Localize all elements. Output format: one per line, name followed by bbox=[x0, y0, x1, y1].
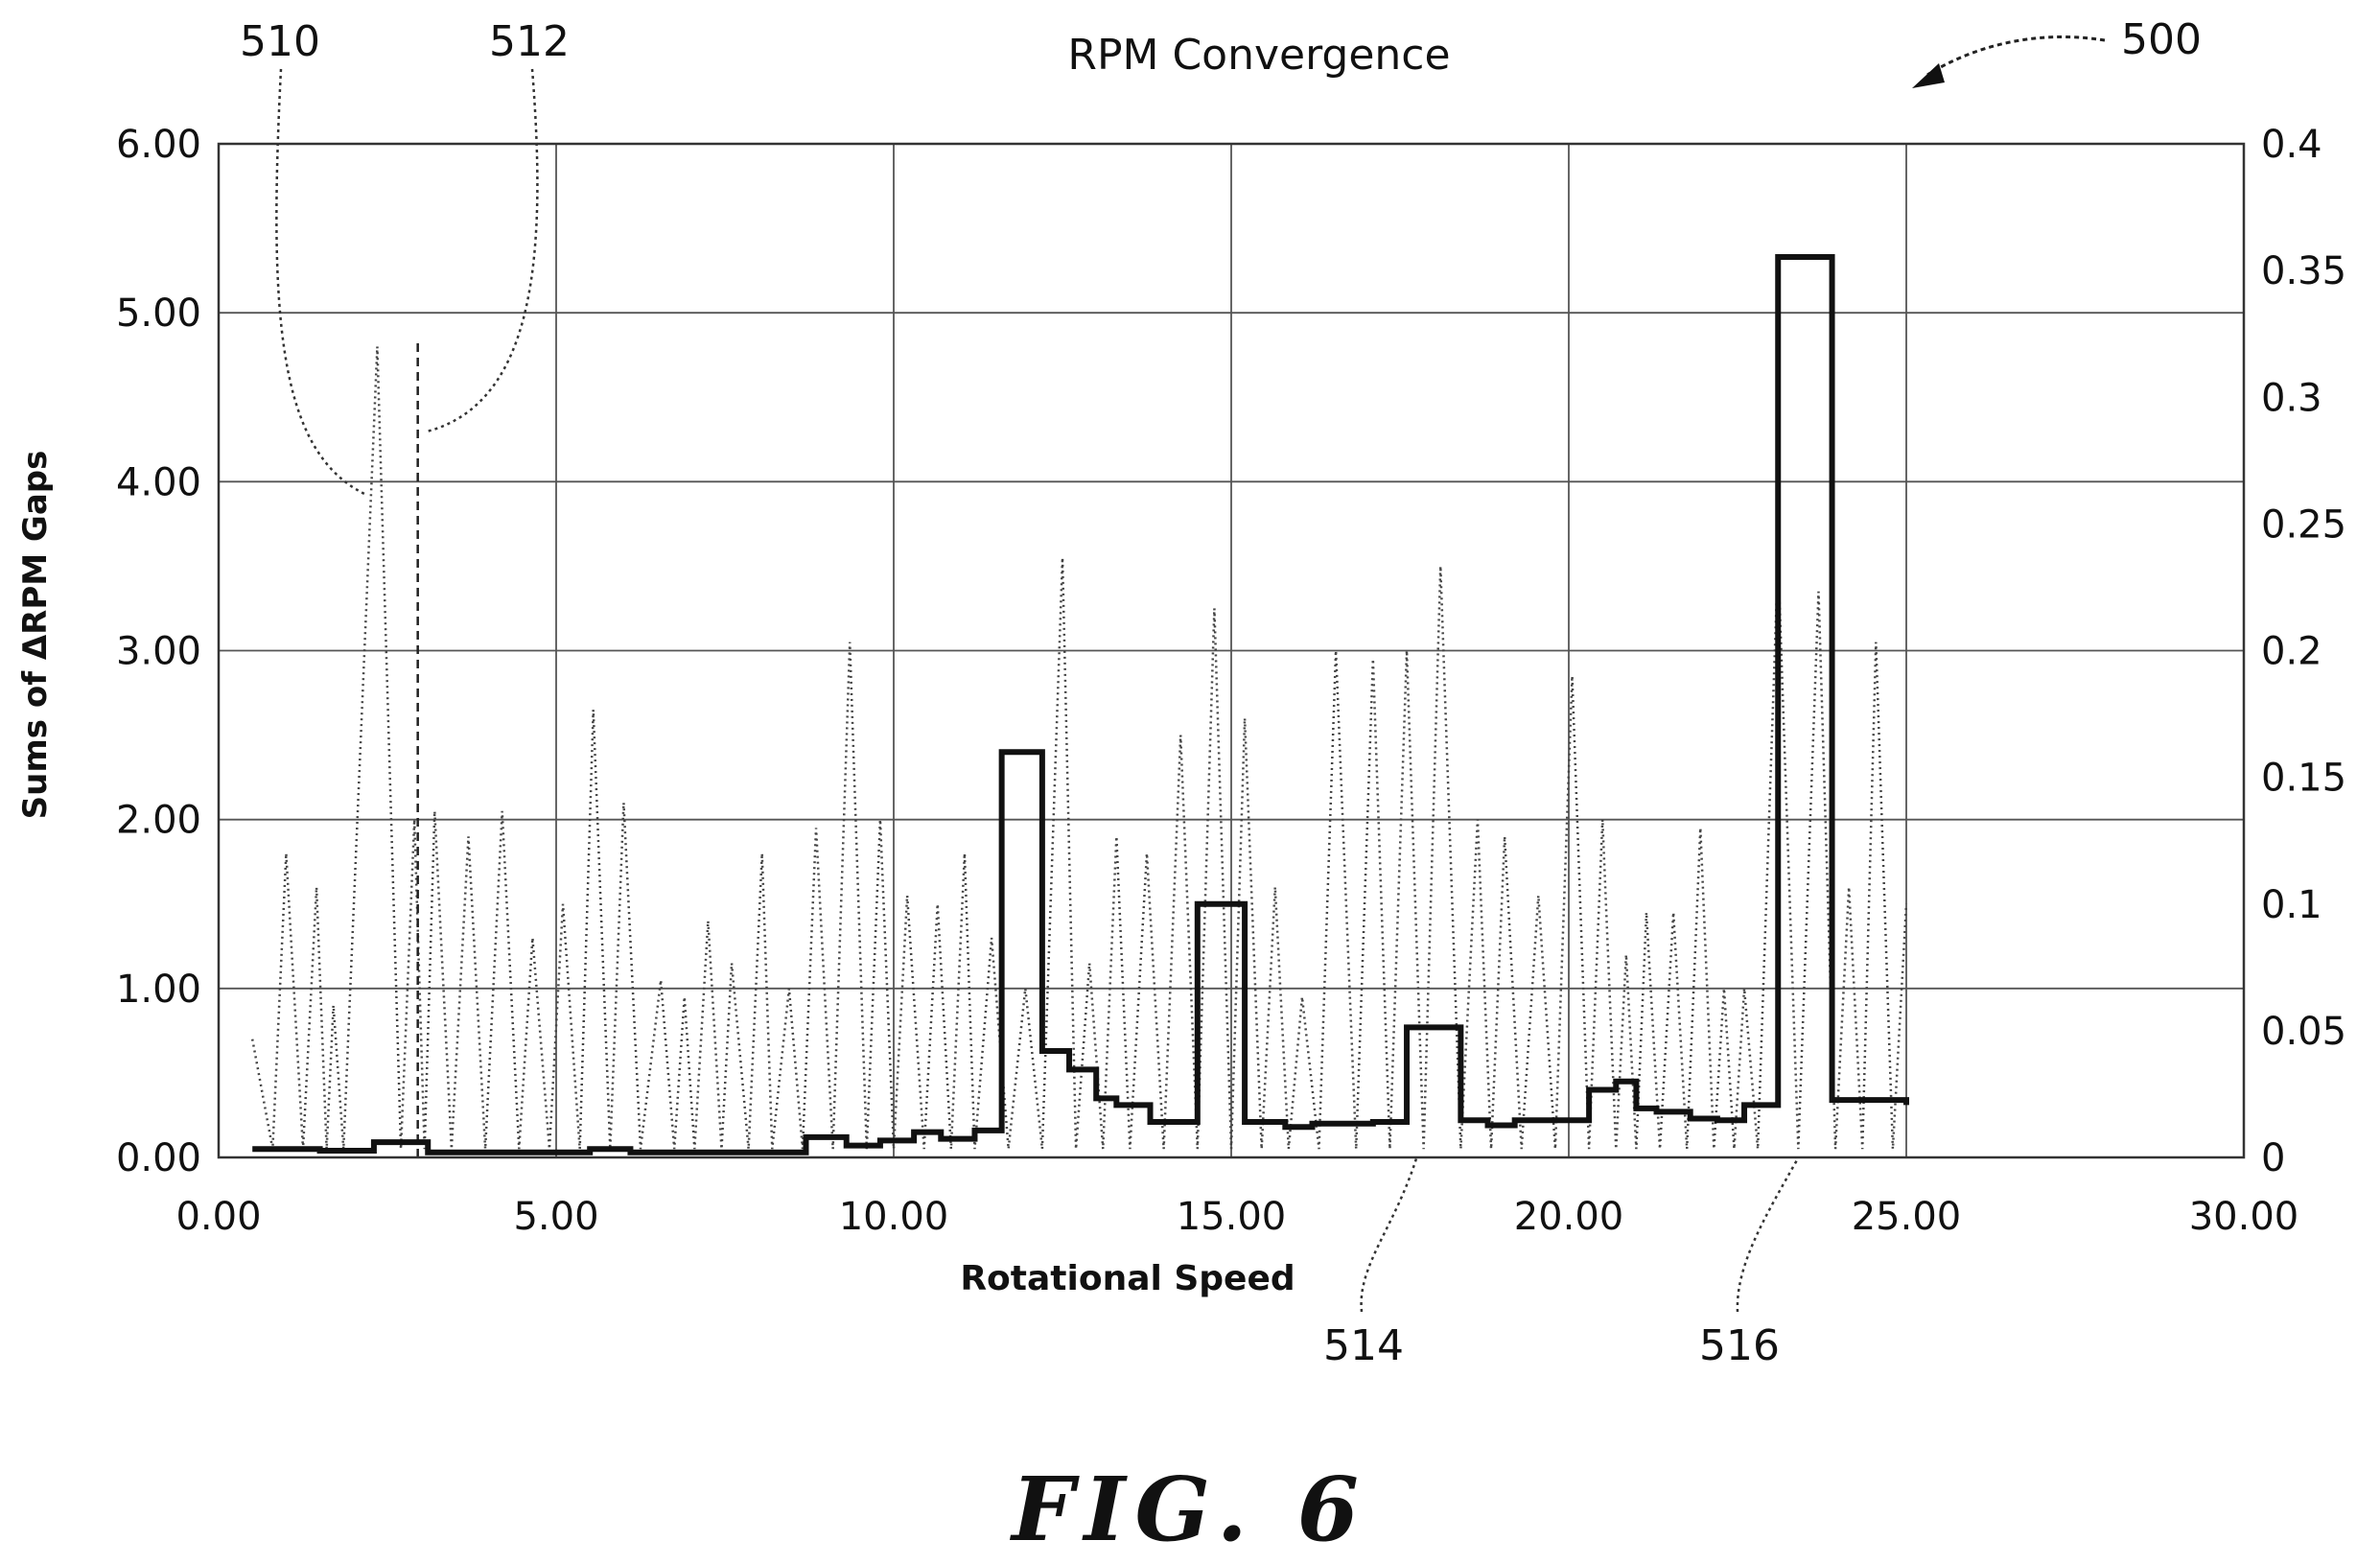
figure-caption: FIG. 6 bbox=[1012, 1458, 1368, 1561]
leader-516 bbox=[1736, 1157, 1800, 1313]
y-left-tick-label: 0.00 bbox=[116, 1136, 201, 1180]
leader-500-arrow bbox=[1926, 35, 2106, 77]
y-left-tick-label: 6.00 bbox=[116, 123, 201, 167]
ref-516: 516 bbox=[1699, 1321, 1780, 1370]
plot-border bbox=[217, 142, 2246, 1159]
y-left-tick-label: 1.00 bbox=[116, 968, 201, 1012]
y-right-tick-label: 0.05 bbox=[2261, 1010, 2346, 1054]
x-tick-label: 20.00 bbox=[1514, 1195, 1624, 1239]
series-dotted-line bbox=[250, 346, 1908, 1150]
leader-512 bbox=[426, 68, 539, 433]
ref-514: 514 bbox=[1323, 1321, 1404, 1370]
chart-title: RPM Convergence bbox=[1067, 31, 1450, 80]
plot-frame bbox=[217, 142, 2246, 1159]
y-right-tick-label: 0.3 bbox=[2261, 376, 2322, 420]
x-tick-label: 15.00 bbox=[1177, 1195, 1287, 1239]
tick-labels: 0.00 5.00 10.00 15.00 20.00 25.00 30.00 0.00 1.0… bbox=[116, 123, 2346, 1239]
y-right-tick-label: 0 bbox=[2261, 1136, 2285, 1180]
y-right-tick-label: 0.1 bbox=[2261, 883, 2322, 927]
leader-lines bbox=[275, 68, 1800, 1313]
y-right-tick-label: 0.15 bbox=[2261, 757, 2346, 801]
x-tick-label: 25.00 bbox=[1852, 1195, 1962, 1239]
series-solid-step-line bbox=[252, 254, 1909, 1155]
leader-510 bbox=[275, 68, 365, 496]
y-axis-label-left: Sums of ΔRPM Gaps bbox=[16, 451, 55, 820]
y-right-tick-label: 0.35 bbox=[2261, 249, 2346, 293]
y-right-tick-label: 0.2 bbox=[2261, 630, 2322, 674]
series-dotted-group bbox=[250, 346, 1908, 1150]
ref-500: 500 bbox=[2121, 15, 2202, 64]
grid bbox=[218, 143, 2245, 1158]
y-left-tick-label: 3.00 bbox=[116, 630, 201, 674]
arrowhead-icon bbox=[1912, 63, 1945, 88]
x-axis-label: Rotational Speed bbox=[960, 1259, 1295, 1298]
y-left-tick-label: 5.00 bbox=[116, 292, 201, 336]
y-left-tick-label: 4.00 bbox=[116, 460, 201, 504]
y-left-tick-label: 2.00 bbox=[116, 799, 201, 843]
x-tick-label: 5.00 bbox=[513, 1195, 598, 1239]
x-tick-label: 10.00 bbox=[839, 1195, 949, 1239]
ref-512: 512 bbox=[489, 17, 570, 66]
x-tick-label: 30.00 bbox=[2189, 1195, 2299, 1239]
series-solid-group bbox=[252, 254, 1909, 1155]
y-right-tick-label: 0.25 bbox=[2261, 502, 2346, 547]
leader-514 bbox=[1360, 1155, 1419, 1313]
ref-510: 510 bbox=[240, 17, 320, 66]
y-right-tick-label: 0.4 bbox=[2261, 123, 2322, 167]
x-tick-label: 0.00 bbox=[175, 1195, 261, 1239]
